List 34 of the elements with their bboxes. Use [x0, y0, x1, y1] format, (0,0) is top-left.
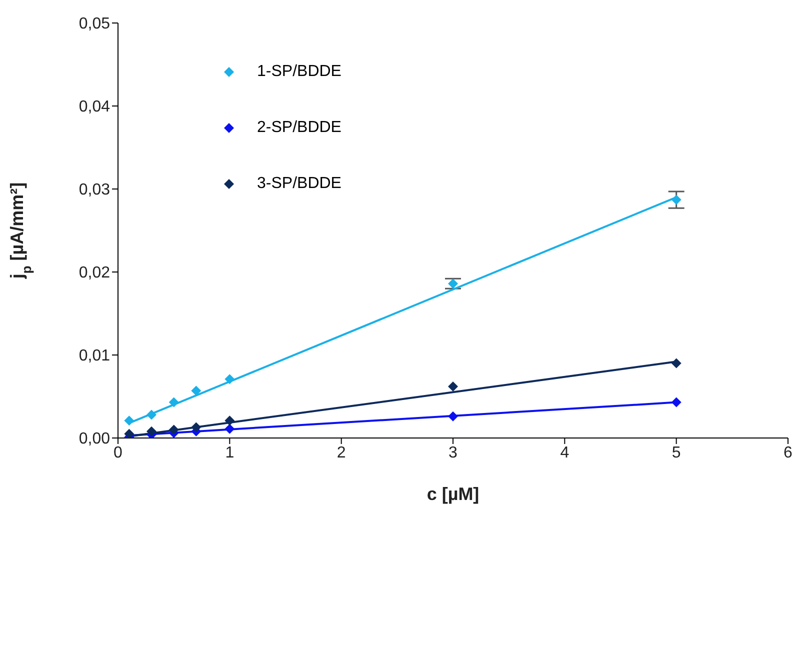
x-tick-label: 5 — [672, 444, 681, 462]
point — [671, 194, 682, 205]
point — [146, 410, 156, 420]
y-tick-label: 0,01 — [78, 348, 110, 365]
y-tick-label: 0,02 — [78, 264, 110, 282]
point — [191, 386, 202, 396]
point — [191, 422, 202, 432]
y-tick-label: 0,05 — [78, 16, 110, 33]
point — [124, 428, 134, 438]
point — [448, 382, 458, 392]
legend-label: 1-SP/BDDE — [257, 63, 342, 81]
point — [146, 426, 156, 436]
point — [224, 416, 235, 426]
point — [224, 424, 235, 434]
point — [224, 374, 235, 384]
point — [448, 278, 458, 289]
x-tick-label: 3 — [448, 444, 458, 462]
y-tick-label: 0,03 — [78, 182, 110, 199]
point — [448, 411, 458, 422]
y-tick-label: 0,00 — [78, 430, 110, 448]
point — [168, 424, 179, 435]
point — [168, 397, 179, 408]
x-axis-title: c [µM] — [426, 484, 480, 504]
legend-label: 3-SP/BDDE — [257, 175, 342, 193]
x-tick-label: 1 — [225, 444, 234, 462]
x-tick-label: 6 — [784, 444, 793, 462]
y-tick-label: 0,04 — [78, 98, 110, 116]
point — [671, 397, 682, 408]
point — [124, 416, 134, 426]
x-tick-label: 2 — [336, 444, 346, 462]
x-tick-label: 4 — [560, 444, 570, 462]
x-tick-label: 0 — [114, 444, 123, 462]
legend-label: 2-SP/BDDE — [257, 119, 342, 137]
point — [671, 358, 682, 368]
